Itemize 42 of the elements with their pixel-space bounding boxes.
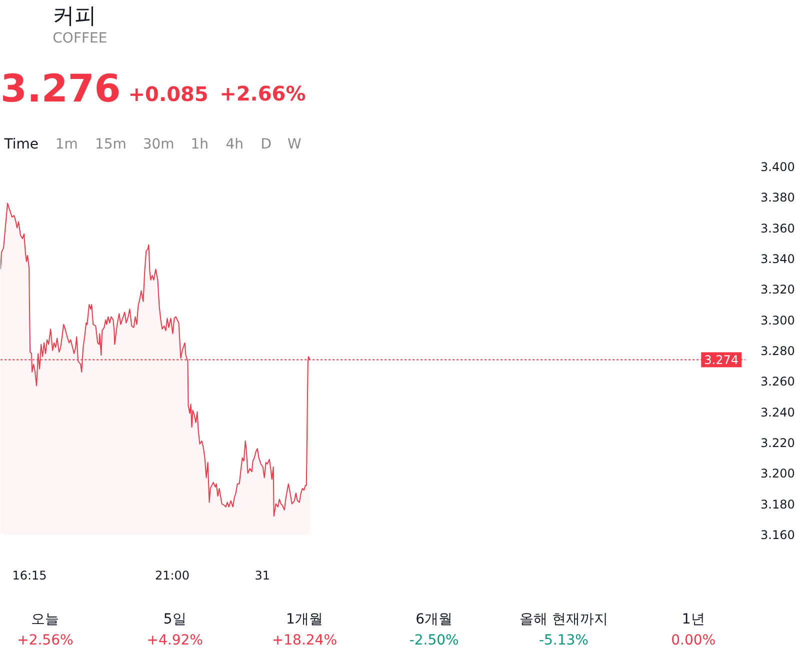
y-tick-label: 3.160: [760, 528, 795, 542]
y-tick-label: 3.400: [760, 160, 795, 174]
text: +18.24%: [272, 632, 338, 648]
text: D: [260, 136, 272, 152]
text: 1h: [190, 136, 209, 152]
y-tick-label: 3.260: [760, 374, 795, 389]
text: 15m: [94, 136, 126, 152]
text: W: [287, 136, 302, 152]
text: +2.66%: [220, 82, 306, 106]
text: 오늘: [31, 612, 60, 628]
y-tick-label: 3.280: [760, 344, 795, 358]
y-tick-label: 3.200: [760, 466, 795, 481]
y-tick-label: 3.320: [760, 282, 795, 297]
text: 6개월: [416, 612, 453, 628]
y-tick-label: 3.240: [760, 405, 795, 420]
text: 4h: [226, 136, 244, 152]
x-tick-label: 16:15: [12, 568, 47, 582]
text: 올해 현재까지: [519, 612, 608, 628]
chart-subtitle: COFFEE: [52, 30, 108, 46]
y-tick-label: 3.180: [760, 497, 795, 512]
y-tick-label: 3.360: [760, 221, 795, 236]
x-tick-label: 21:00: [154, 568, 190, 582]
text: 1m: [55, 136, 78, 152]
text: +2.56%: [17, 632, 74, 648]
y-tick-label: 3.340: [760, 252, 795, 266]
y-tick-label: 3.300: [760, 313, 795, 328]
text: 0.00%: [671, 632, 716, 648]
text: -5.13%: [538, 632, 588, 648]
text: +0.085: [128, 82, 208, 106]
text: Time: [3, 136, 38, 152]
text: +4.92%: [146, 632, 203, 648]
text: 30m: [142, 136, 174, 152]
x-tick-label: 31: [254, 568, 270, 582]
chart-title: 커피: [52, 4, 97, 29]
text: 1개월: [286, 612, 323, 628]
ref-line-label: 3.274: [704, 353, 739, 368]
text: -2.50%: [409, 632, 459, 648]
text: 1년: [682, 612, 705, 628]
y-tick-label: 3.220: [760, 436, 795, 450]
text: 3.276: [0, 66, 121, 110]
y-tick-label: 3.380: [760, 190, 795, 205]
text: 5일: [163, 612, 186, 628]
